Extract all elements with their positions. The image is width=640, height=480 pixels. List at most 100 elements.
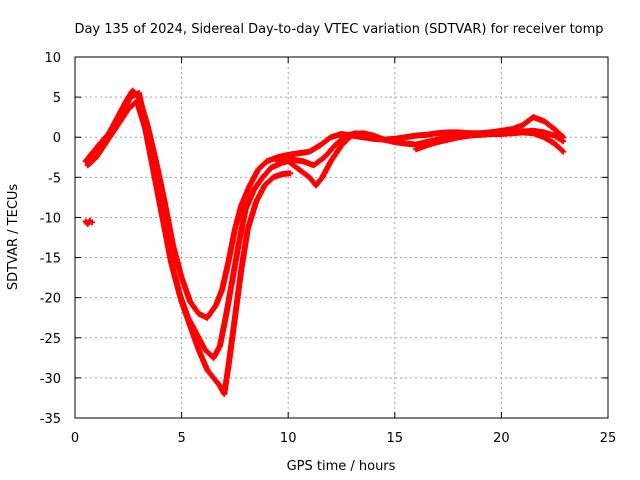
track-marker (253, 183, 268, 204)
y-tick-label: -30 (40, 372, 61, 387)
track-marker (425, 130, 439, 138)
track-marker (339, 132, 354, 148)
series-0 (82, 87, 567, 321)
track-marker (322, 143, 338, 160)
track-marker (276, 152, 290, 160)
track-marker (170, 243, 185, 280)
track-marker (170, 268, 185, 304)
y-tick-label: -5 (48, 171, 61, 186)
plot-frame (74, 56, 609, 419)
track-marker (86, 155, 99, 168)
track-marker (136, 91, 151, 135)
x-tick-label: 10 (280, 431, 297, 446)
track-marker (328, 143, 344, 163)
track-marker (179, 300, 193, 328)
track-marker (161, 199, 176, 248)
track-marker (144, 131, 159, 183)
track-marker (435, 129, 450, 137)
track-marker (499, 126, 514, 134)
track-marker (196, 348, 210, 372)
track-marker (290, 156, 305, 165)
track-marker (521, 129, 535, 137)
track-marker (499, 130, 514, 137)
track-marker (414, 142, 429, 152)
track-marker (205, 304, 218, 320)
track-marker (403, 132, 418, 140)
track-marker (115, 107, 131, 127)
track-marker (221, 364, 232, 396)
track-marker (307, 143, 322, 154)
track-marker (286, 150, 301, 158)
track-marker (280, 170, 292, 177)
track-marker (153, 179, 168, 227)
track-marker (393, 134, 407, 142)
track-marker (553, 133, 565, 144)
track-marker (552, 141, 566, 154)
track-marker (256, 159, 269, 172)
track-marker (297, 167, 312, 180)
track-marker (187, 324, 202, 352)
track-marker (542, 129, 557, 139)
y-tick-label: 5 (53, 91, 61, 106)
y-tick-label: -15 (40, 252, 61, 267)
track-marker (403, 140, 418, 148)
track-marker (542, 119, 557, 132)
series-4 (413, 129, 567, 155)
track-marker (194, 332, 208, 352)
track-marker (393, 139, 407, 147)
track-marker (361, 134, 375, 142)
track-marker (265, 154, 280, 164)
track-marker (245, 199, 259, 231)
track-marker (457, 132, 471, 140)
track-marker (252, 175, 265, 192)
track-marker (361, 130, 375, 139)
track-marker (489, 131, 503, 138)
track-marker (414, 131, 429, 139)
track-marker (179, 276, 193, 304)
track-marker (510, 122, 525, 132)
track-marker (217, 312, 230, 348)
track-marker (243, 187, 257, 211)
y-tick-label: -35 (40, 412, 61, 427)
track-marker (96, 131, 112, 148)
track-marker (350, 130, 365, 138)
track-marker (552, 127, 566, 140)
track-marker (531, 130, 546, 140)
track-marker (286, 159, 301, 172)
series-2 (86, 90, 294, 397)
track-marker (271, 171, 284, 180)
track-marker (260, 165, 274, 180)
y-tick-label: 10 (44, 51, 61, 66)
track-marker (223, 276, 236, 316)
track-marker (425, 139, 439, 148)
track-marker (297, 148, 311, 157)
track-marker (320, 159, 334, 179)
track-marker (446, 134, 461, 143)
track-marker (435, 136, 450, 145)
track-marker (104, 123, 120, 143)
track-marker (238, 227, 251, 272)
track-marker (313, 175, 325, 188)
track-marker (87, 143, 101, 159)
track-marker (467, 131, 482, 139)
track-marker (205, 368, 216, 380)
track-marker (262, 175, 276, 188)
track-marker (382, 136, 397, 145)
track-marker (117, 95, 133, 119)
y-tick-label: -10 (40, 211, 61, 226)
track-marker (211, 376, 222, 388)
track-marker (372, 133, 386, 143)
x-tick-label: 5 (177, 431, 185, 446)
track-marker (236, 207, 249, 243)
track-marker (329, 131, 343, 140)
track-marker (161, 223, 176, 272)
track-marker (232, 203, 244, 231)
track-marker (531, 114, 546, 124)
x-axis-title: GPS time / hours (287, 459, 396, 474)
x-tick-label: 20 (493, 431, 510, 446)
track-marker (213, 288, 225, 308)
track-marker (153, 159, 168, 203)
track-marker (247, 167, 261, 188)
track-marker (232, 268, 245, 320)
